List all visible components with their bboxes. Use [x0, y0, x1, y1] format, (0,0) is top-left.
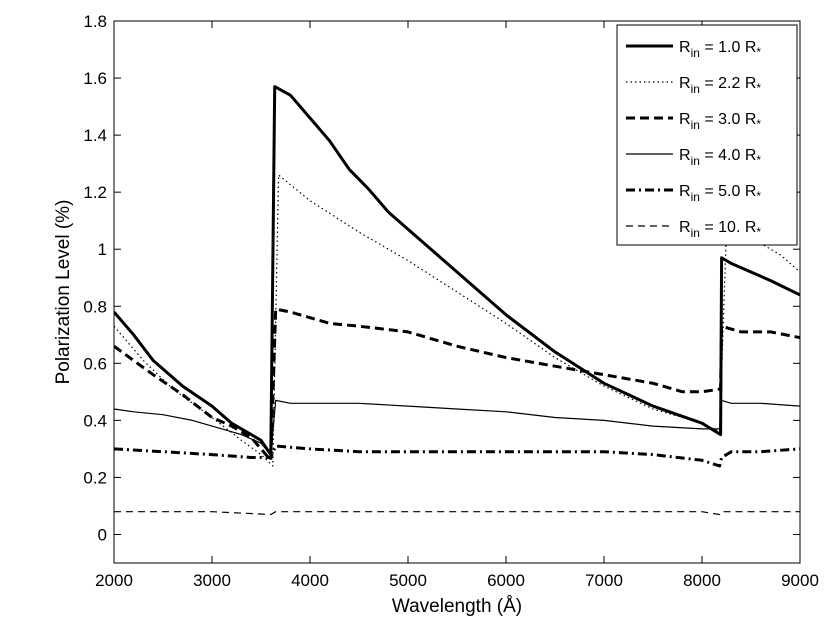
y-tick-label: 1.8 — [83, 12, 107, 31]
x-tick-label: 8000 — [683, 571, 721, 590]
series-line-6 — [114, 511, 800, 516]
legend-label: Rin = 5.0 R* — [679, 183, 761, 204]
x-tick-label: 6000 — [487, 571, 525, 590]
y-axis: 0 0.2 0.4 0.6 0.8 1 1.2 1.4 1.6 1.8 — [83, 12, 800, 544]
plot-frame — [113, 20, 801, 564]
legend-label: Rin = 2.2 R* — [679, 75, 761, 96]
x-tick-label: 9000 — [781, 571, 819, 590]
x-tick-label: 3000 — [193, 571, 231, 590]
legend-label: Rin = 10. R* — [679, 219, 761, 240]
y-tick-label: 0.6 — [83, 354, 107, 373]
series-line-2 — [114, 174, 800, 467]
x-tick-label: 2000 — [95, 571, 133, 590]
y-tick-label: 0 — [98, 525, 107, 544]
y-tick-label: 0.4 — [83, 411, 107, 430]
legend-label: Rin = 4.0 R* — [679, 147, 761, 168]
y-tick-label: 1.2 — [83, 183, 107, 202]
series-layer — [114, 85, 800, 516]
x-axis-label: Wavelength (Å) — [392, 596, 522, 617]
legend-box — [616, 24, 798, 246]
legend: Rin = 1.0 R* Rin = 2.2 R* Rin = 3.0 R* Rin … — [616, 24, 798, 246]
y-axis-label: Polarization Level (%) — [53, 200, 74, 385]
x-tick-label: 4000 — [291, 571, 329, 590]
y-tick-label: 1 — [98, 240, 107, 259]
x-axis: 2000 3000 4000 5000 6000 7000 8000 9000 — [95, 21, 819, 590]
legend-label: Rin = 1.0 R* — [679, 39, 761, 60]
series-line-3 — [114, 307, 800, 462]
y-tick-label: 1.6 — [83, 69, 107, 88]
y-tick-label: 1.4 — [83, 126, 107, 145]
x-tick-label: 5000 — [389, 571, 427, 590]
legend-label: Rin = 3.0 R* — [679, 111, 761, 132]
x-tick-label: 7000 — [585, 571, 623, 590]
y-tick-label: 0.2 — [83, 468, 107, 487]
series-line-5 — [114, 444, 800, 468]
y-tick-label: 0.8 — [83, 297, 107, 316]
series-line-4 — [114, 399, 800, 456]
